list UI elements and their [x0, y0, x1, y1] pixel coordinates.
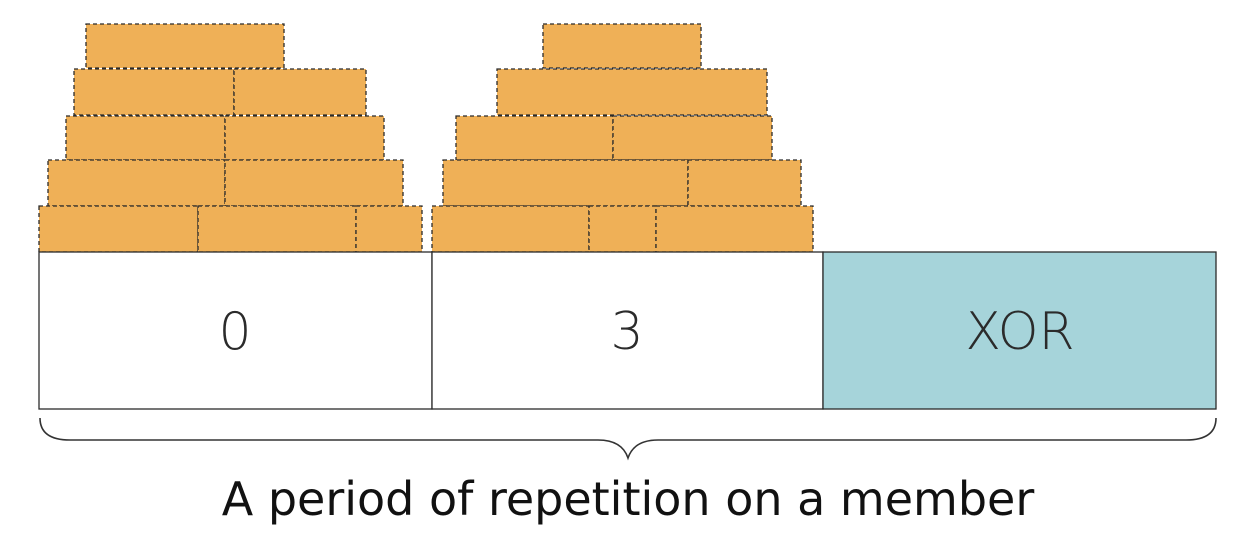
cell-3-label: 3 [610, 302, 643, 362]
brick [355, 205, 423, 253]
cell-0-box [38, 251, 433, 410]
cell-3-box [431, 251, 824, 410]
brick [655, 205, 814, 253]
cell-row: 0 3 XOR [38, 251, 1217, 410]
brick [65, 115, 226, 161]
brick-stack-left [38, 23, 423, 253]
brick [687, 159, 802, 207]
brick [73, 68, 235, 116]
brick [431, 205, 590, 253]
brick [588, 205, 657, 253]
curly-brace [39, 417, 1217, 461]
cell-0-label: 0 [218, 302, 251, 362]
brick [85, 23, 285, 69]
caption: A period of repetition on a member [222, 472, 1035, 526]
brick [233, 68, 367, 116]
brick [455, 115, 614, 161]
brick [197, 205, 357, 253]
brick [542, 23, 702, 69]
brick [38, 205, 199, 253]
brick [224, 115, 385, 161]
cell-xor-label: XOR [965, 302, 1074, 362]
brick [612, 115, 773, 161]
brick [442, 159, 689, 207]
cell-xor-box [822, 251, 1217, 410]
brick [496, 68, 768, 116]
brick [224, 159, 404, 207]
brick-stack-middle [431, 23, 814, 253]
brick [47, 159, 226, 207]
